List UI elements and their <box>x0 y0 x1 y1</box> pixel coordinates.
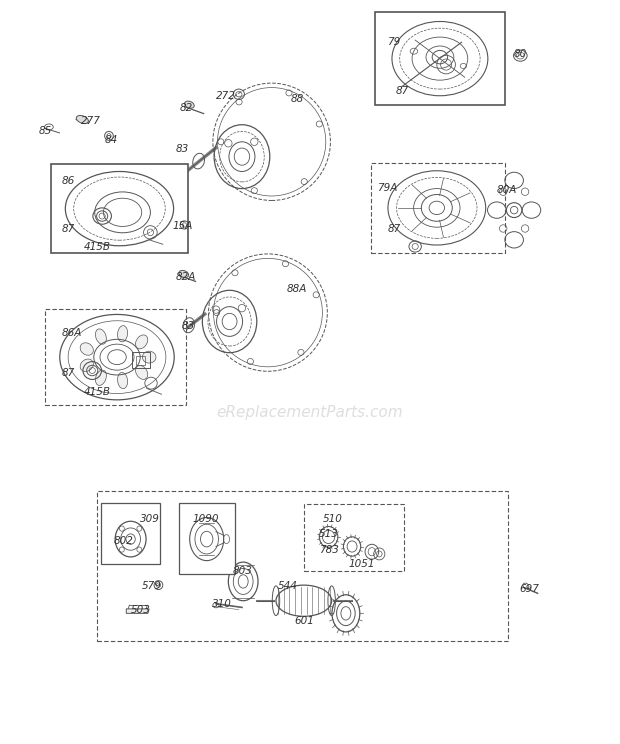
Text: 88: 88 <box>290 94 303 103</box>
Polygon shape <box>126 609 149 613</box>
Text: 79A: 79A <box>377 183 397 193</box>
Ellipse shape <box>76 115 89 124</box>
Ellipse shape <box>95 370 107 385</box>
Text: 1090: 1090 <box>192 514 219 524</box>
Text: 503: 503 <box>131 605 151 615</box>
Text: 802: 802 <box>113 536 133 546</box>
Bar <box>51 164 187 253</box>
Text: 87: 87 <box>61 224 74 234</box>
Bar <box>136 356 146 365</box>
Text: 86: 86 <box>61 176 74 186</box>
Bar <box>133 352 150 368</box>
Text: 513: 513 <box>319 529 339 539</box>
Ellipse shape <box>136 365 148 379</box>
Text: 601: 601 <box>294 616 314 626</box>
Bar <box>371 163 505 253</box>
Bar <box>304 504 404 571</box>
Ellipse shape <box>185 101 194 108</box>
Ellipse shape <box>80 359 94 371</box>
Bar <box>97 491 508 641</box>
Text: 510: 510 <box>322 514 342 524</box>
Text: 88A: 88A <box>286 283 307 294</box>
Text: 544: 544 <box>278 581 298 591</box>
Ellipse shape <box>179 270 188 278</box>
Text: 309: 309 <box>140 514 160 524</box>
Text: 87: 87 <box>388 225 401 234</box>
Ellipse shape <box>136 335 148 349</box>
Text: 697: 697 <box>519 584 539 594</box>
Text: 82A: 82A <box>175 272 196 282</box>
Text: 82: 82 <box>180 103 193 113</box>
Ellipse shape <box>118 326 128 341</box>
Text: 310: 310 <box>212 599 232 609</box>
Text: 79: 79 <box>387 36 400 47</box>
Text: 86A: 86A <box>61 327 82 338</box>
Ellipse shape <box>143 351 156 363</box>
Bar <box>45 309 186 405</box>
Text: 80A: 80A <box>497 185 517 195</box>
Text: 783: 783 <box>319 545 339 555</box>
Text: 803: 803 <box>232 566 252 576</box>
Ellipse shape <box>95 329 107 344</box>
Text: 83: 83 <box>182 321 195 331</box>
Text: 84: 84 <box>105 135 118 144</box>
Text: 415B: 415B <box>84 243 111 252</box>
Ellipse shape <box>80 343 94 356</box>
Text: 579: 579 <box>142 581 162 591</box>
Text: 415B: 415B <box>84 387 111 397</box>
Text: 15A: 15A <box>172 222 193 231</box>
Text: 87: 87 <box>61 368 74 379</box>
Ellipse shape <box>118 373 128 388</box>
Text: 272: 272 <box>216 91 236 100</box>
Bar <box>375 12 505 105</box>
Text: 80: 80 <box>514 49 528 60</box>
Text: 87: 87 <box>396 86 409 96</box>
Text: 85: 85 <box>39 126 52 135</box>
Bar <box>101 503 160 564</box>
Bar <box>179 504 234 574</box>
Text: 1051: 1051 <box>348 559 375 568</box>
Text: eReplacementParts.com: eReplacementParts.com <box>216 405 404 420</box>
Text: 83: 83 <box>175 144 189 154</box>
Text: 277: 277 <box>81 116 101 126</box>
